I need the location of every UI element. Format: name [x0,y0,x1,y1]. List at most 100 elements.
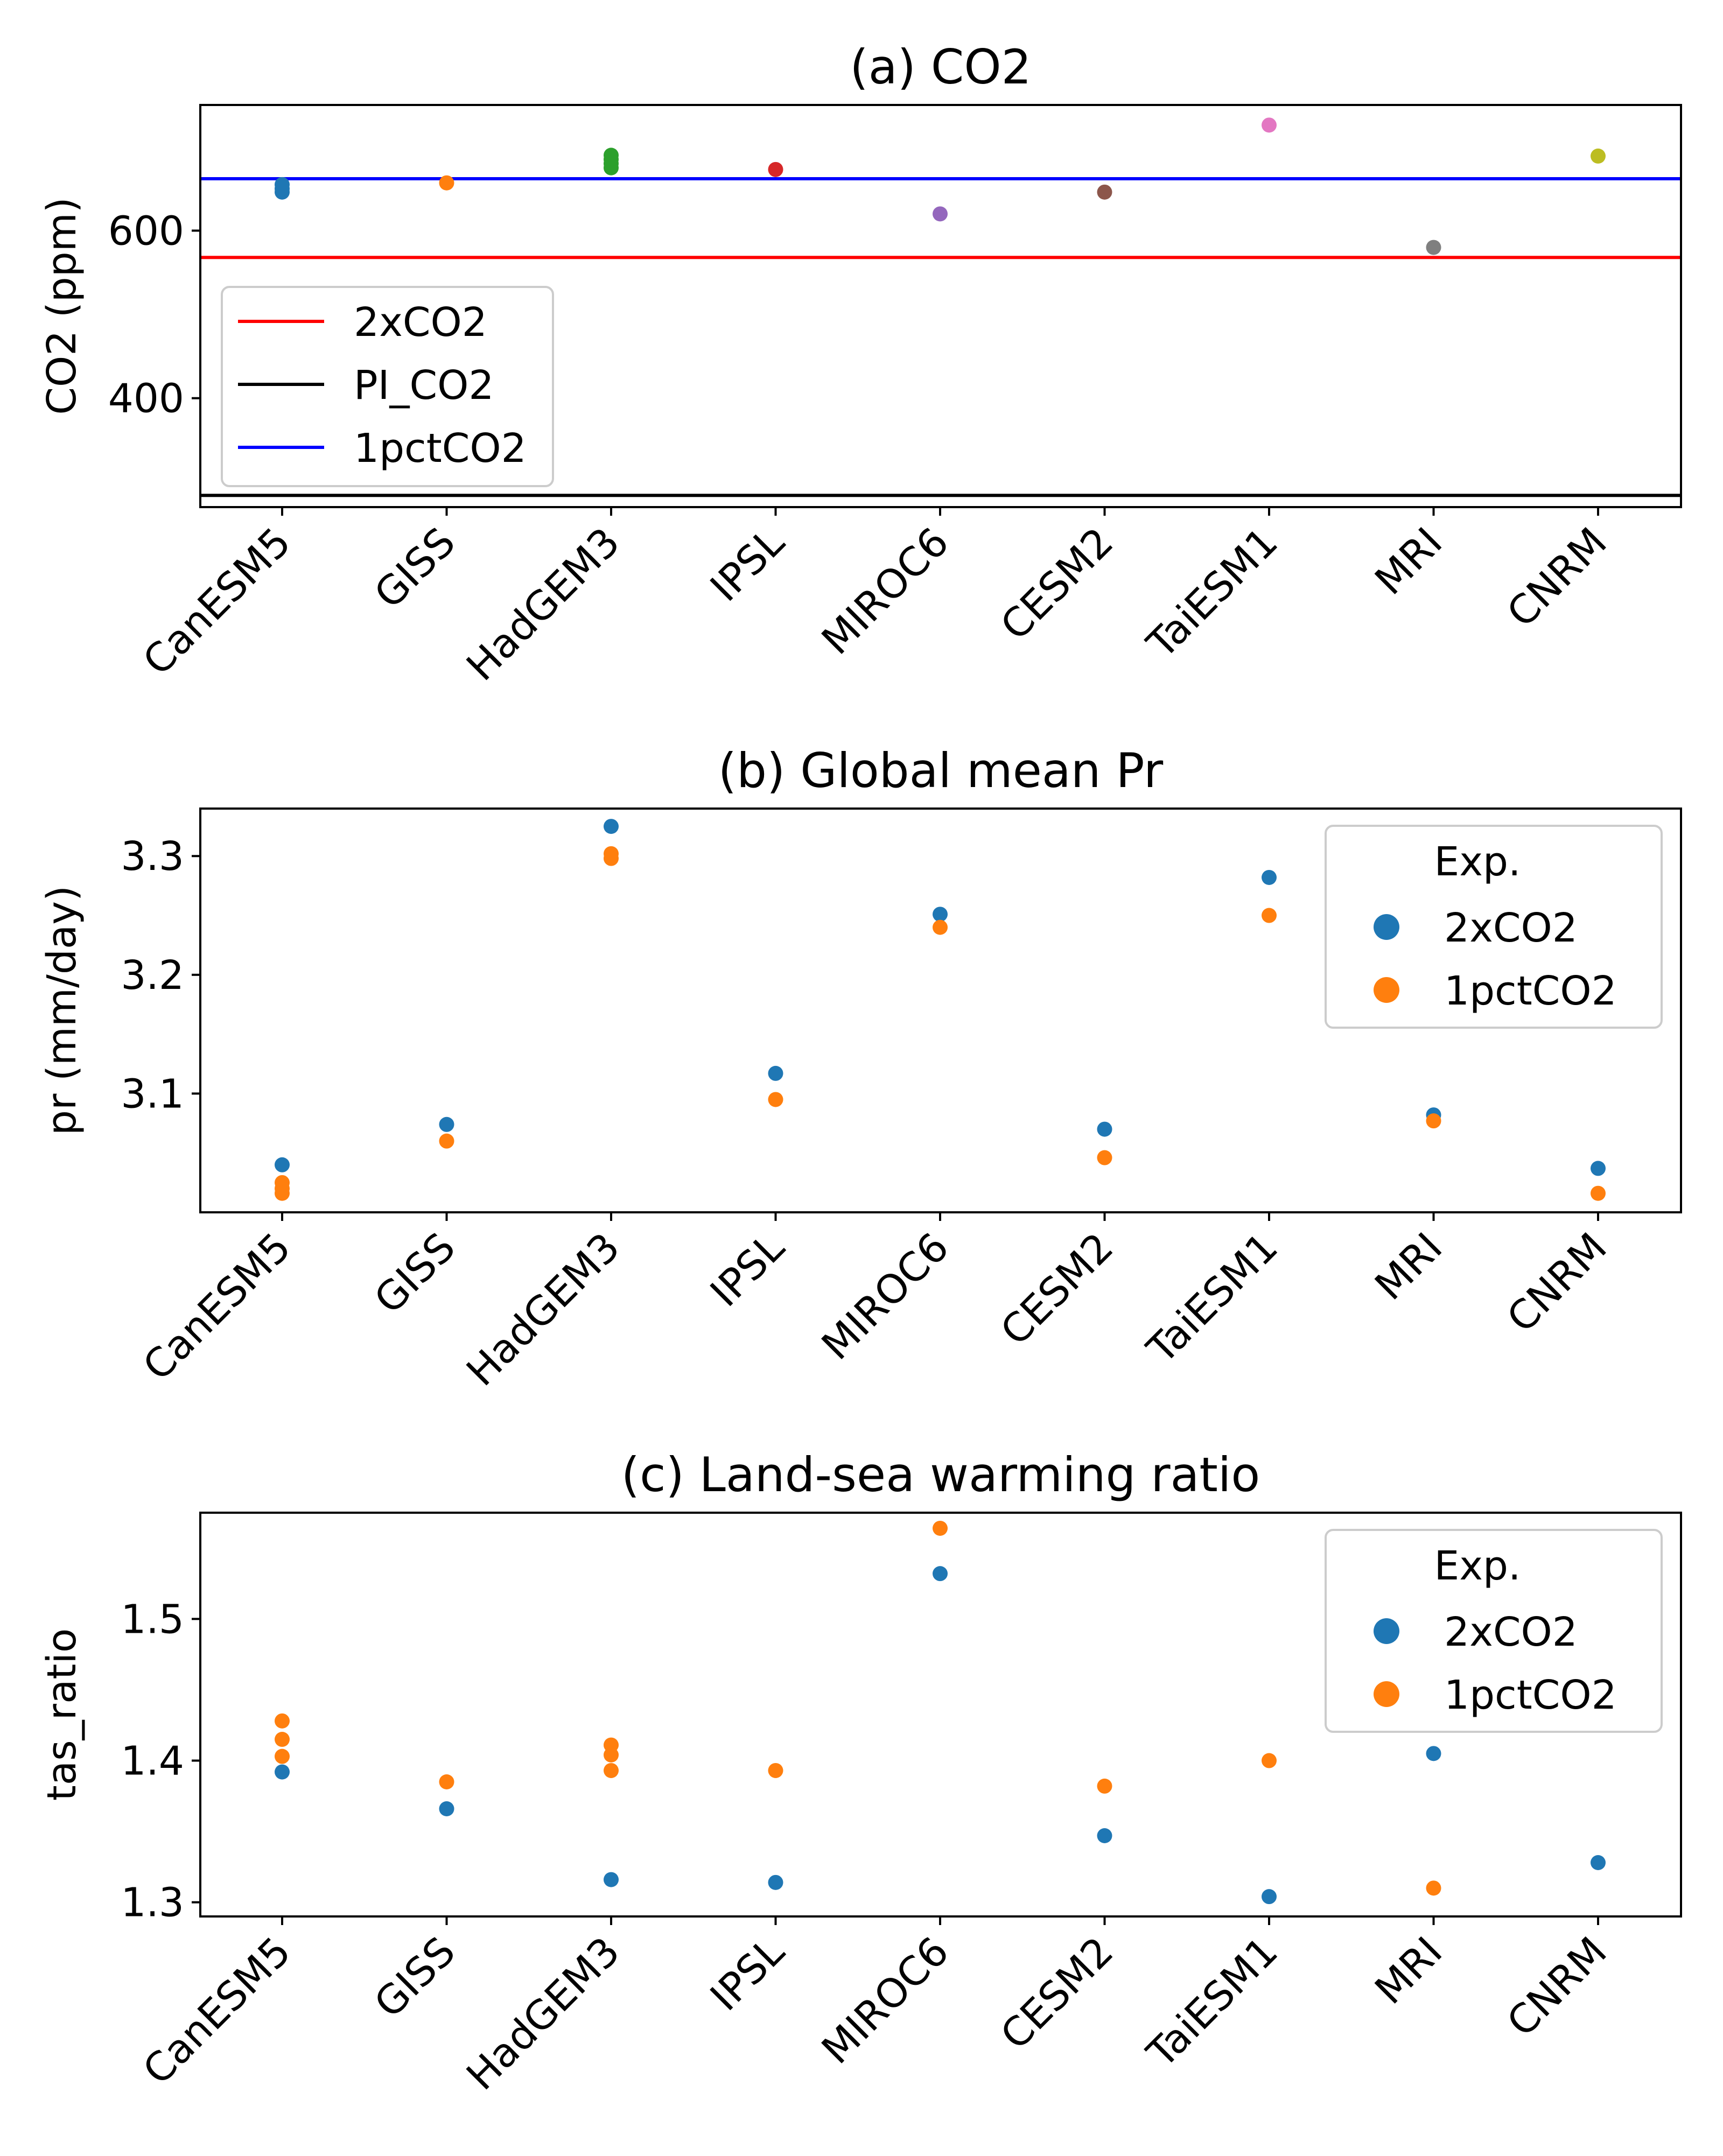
data-point-2xco2 [1262,1889,1277,1905]
y-axis-label: tas_ratio [39,1628,85,1801]
x-tick-label: TaiESM1 [1138,1928,1287,2077]
legend-label: 2xCO2 [1444,1609,1578,1655]
data-point-1pctco2 [1591,1185,1606,1201]
x-tick-label: MRI [1366,1928,1451,2013]
data-point-2xco2 [604,1872,619,1887]
data-point-1pctco2 [933,1520,948,1536]
data-point-1pctco2 [1097,1778,1112,1794]
data-point-2xco2 [1097,1828,1112,1843]
data-point-2xco2 [604,819,619,834]
x-tick-label: HadGEM3 [458,519,628,690]
data-point-2xco2 [933,1566,948,1582]
data-point-2xco2 [1591,1161,1606,1176]
y-tick-label: 600 [108,208,184,254]
legend-marker [1374,1618,1399,1644]
chart-title: (b) Global mean Pr [718,743,1164,798]
data-point-1pctco2 [275,1748,290,1764]
y-axis-label: pr (mm/day) [39,886,85,1135]
data-point-1pctco2 [275,1185,290,1201]
x-tick-label: CESM2 [992,1928,1122,2059]
y-tick-label: 1.5 [121,1596,184,1642]
chart-panel-1: (a) CO2 CO2 (ppm) 400 600 CanESM5 GISSHadGEM3… [39,39,1682,690]
x-tick-label: TaiESM1 [1138,1224,1287,1373]
legend-label: 1pctCO2 [1444,968,1617,1014]
legend-marker [1374,1681,1399,1707]
data-point [604,148,619,163]
x-tick-label: HadGEM3 [458,1224,628,1395]
data-point [1591,148,1606,164]
data-point-1pctco2 [1262,1753,1277,1768]
data-point-1pctco2 [604,1747,619,1762]
x-tick-label: MIROC6 [813,1928,958,2073]
x-tick-label: CNRM [1498,519,1616,636]
data-point-1pctco2 [1426,1880,1441,1896]
x-tick-label: GISS [366,1224,464,1323]
data-point-2xco2 [439,1116,454,1132]
x-tick-label: TaiESM1 [1138,519,1287,668]
x-tick-label: MRI [1366,519,1451,604]
data-point-2xco2 [768,1874,783,1890]
data-point-1pctco2 [604,1762,619,1778]
x-tick-label: GISS [366,519,464,617]
data-point-2xco2 [1262,869,1277,885]
data-point-1pctco2 [275,1713,290,1729]
x-tick-label: CESM2 [992,1224,1122,1354]
x-tick-label: CNRM [1498,1224,1616,1342]
plot-area-frame [199,1512,1682,1918]
data-point [1426,240,1441,255]
legend-label: 2xCO2 [1444,905,1578,951]
legend-title: Exp. [1434,839,1521,885]
legend-box [1325,825,1663,1029]
y-tick-label: 1.3 [121,1880,184,1926]
x-tick-label: MIROC6 [813,519,958,664]
x-tick-label: IPSL [702,1224,793,1316]
legend: Exp. 2xCO2 1pctCO2 [1325,1529,1663,1733]
y-tick-label: 1.4 [121,1738,184,1785]
data-point [768,161,783,177]
data-point-1pctco2 [604,851,619,866]
y-tick-label: 3.3 [121,833,184,880]
legend-title: Exp. [1434,1543,1521,1589]
x-tick-label: HadGEM3 [458,1928,628,2099]
legend: Exp. 2xCO2 1pctCO2 [1325,825,1663,1029]
data-point-2xco2 [439,1801,454,1816]
legend-box [1325,1529,1663,1733]
data-point-2xco2 [275,1764,290,1780]
x-tick-label: IPSL [702,1928,793,2020]
plot-area-frame [199,104,1682,508]
data-point-1pctco2 [275,1732,290,1747]
x-tick-label: CanESM5 [134,1928,299,2094]
chart-title: (a) CO2 [850,39,1031,95]
y-tick-label: 400 [108,376,184,422]
data-point [439,175,454,191]
plot-area-frame [199,807,1682,1213]
legend-label: 1pctCO2 [1444,1672,1617,1718]
data-point-2xco2 [768,1065,783,1081]
legend-label: 1pctCO2 [354,425,527,472]
data-point-1pctco2 [768,1092,783,1107]
data-point-2xco2 [1097,1121,1112,1137]
x-tick-label: MIROC6 [813,1224,958,1369]
data-point-1pctco2 [1262,908,1277,923]
legend-label: 2xCO2 [354,299,487,346]
x-tick-label: CanESM5 [134,519,299,684]
data-point-1pctco2 [768,1762,783,1778]
chart-panel-2: (b) Global mean Pr pr (mm/day) 3.1 3.2 3.3 Ca… [39,743,1682,1395]
x-tick-label: CNRM [1498,1928,1616,2046]
data-point-1pctco2 [439,1133,454,1149]
data-point-1pctco2 [439,1774,454,1789]
data-point-2xco2 [1591,1855,1606,1870]
chart-panel-3: (c) Land-sea warming ratio tas_ratio 1.3 1.… [39,1447,1682,2099]
x-tick-label: CESM2 [992,519,1122,649]
data-point-2xco2 [933,907,948,922]
x-tick-label: IPSL [702,519,793,610]
data-point-2xco2 [275,1157,290,1172]
data-point-1pctco2 [933,919,948,935]
data-point-1pctco2 [1097,1150,1112,1165]
y-axis-label: CO2 (ppm) [39,197,85,415]
legend: 2xCO2 PI_CO2 1pctCO2 [221,286,554,487]
legend-marker [1374,977,1399,1003]
chart-title: (c) Land-sea warming ratio [621,1447,1260,1502]
y-tick-label: 3.2 [121,952,184,999]
